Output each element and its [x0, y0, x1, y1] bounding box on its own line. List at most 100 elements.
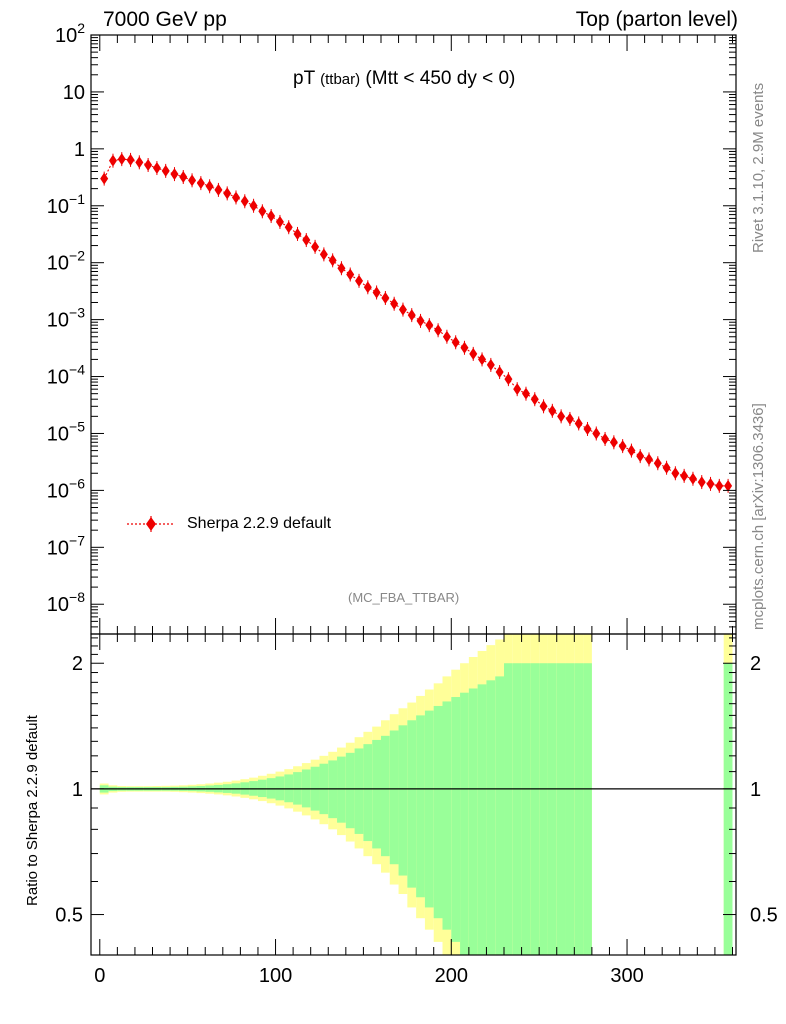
legend-swatch	[125, 514, 177, 534]
main-y-tick-label: 10−3	[47, 305, 85, 332]
ratio-band-inner	[398, 725, 408, 876]
data-point	[592, 427, 601, 440]
data-point	[381, 291, 390, 304]
data-point	[653, 457, 662, 470]
main-y-tick-label: 10	[63, 82, 85, 104]
data-point	[706, 477, 715, 490]
data-point	[398, 303, 407, 316]
ratio-x-tick-label: 200	[435, 965, 468, 987]
ratio-band-inner	[574, 663, 584, 955]
data-point	[161, 164, 170, 177]
data-point	[284, 221, 293, 234]
ratio-band-inner	[504, 663, 513, 955]
ratio-y-tick-label: 2	[72, 653, 83, 675]
data-point	[100, 172, 109, 185]
ratio-plot-frame	[90, 633, 737, 956]
data-point	[214, 183, 223, 196]
ratio-band-inner	[451, 697, 461, 942]
data-point	[671, 467, 680, 480]
side-label-mcplots: mcplots.cern.ch [arXiv:1306.3436]	[750, 403, 767, 630]
ratio-band-inner	[389, 730, 399, 865]
data-point	[688, 472, 697, 485]
ratio-band-inner	[723, 663, 733, 955]
data-point	[205, 180, 214, 193]
ratio-band-inner	[539, 663, 548, 955]
main-y-tick-label: 10−6	[47, 475, 85, 502]
data-point	[319, 248, 328, 261]
ratio-y-tick-label: 0.5	[55, 905, 83, 927]
data-point	[504, 373, 513, 386]
ratio-band-inner	[512, 663, 522, 955]
data-point	[486, 358, 495, 371]
ratio-y-axis-label: Ratio to Sherpa 2.2.9 default	[24, 715, 41, 906]
ratio-band-inner	[363, 744, 373, 842]
plot-title: pT (ttbar) (Mtt < 450 dy < 0)	[293, 68, 515, 90]
data-point	[311, 240, 320, 253]
ratio-y-tick-label: 1	[72, 779, 83, 801]
ratio-band-inner	[521, 663, 531, 955]
data-point	[231, 191, 240, 204]
data-point	[557, 410, 566, 423]
ratio-band-inner	[468, 688, 478, 955]
ratio-y-tick-label-right: 0.5	[750, 905, 778, 927]
header-process: Top (parton level)	[575, 8, 738, 31]
data-point	[583, 422, 592, 435]
ratio-band-inner	[407, 720, 417, 888]
data-point	[337, 262, 346, 275]
data-point	[144, 159, 153, 172]
main-series-marks	[100, 152, 733, 493]
ratio-band-inner	[565, 663, 575, 955]
data-point	[372, 286, 381, 299]
data-point	[135, 156, 144, 169]
ratio-y-tick-label-right: 1	[750, 779, 761, 801]
data-point	[495, 366, 504, 379]
ratio-band-inner	[442, 701, 452, 930]
data-point	[407, 309, 416, 322]
data-point	[152, 162, 161, 175]
data-point	[196, 177, 205, 190]
data-point	[548, 404, 557, 417]
data-point	[715, 479, 724, 492]
data-point	[574, 417, 583, 430]
data-point	[126, 153, 135, 166]
data-point	[609, 436, 618, 449]
data-point	[117, 153, 126, 166]
data-point	[645, 453, 654, 466]
side-label-rivet: Rivet 3.1.10, 2.9M events	[750, 82, 767, 253]
ratio-band-inner	[380, 735, 390, 857]
plot-title-rest: (Mtt < 450 dy < 0)	[365, 68, 516, 89]
data-point	[223, 187, 232, 200]
ratio-band-inner	[337, 756, 346, 823]
data-point	[355, 274, 364, 287]
main-y-tick-label: 1	[74, 139, 85, 161]
data-point	[267, 210, 276, 223]
ratio-band-inner	[486, 680, 496, 955]
main-y-tick-label: 10−5	[47, 418, 85, 445]
ratio-x-tick-label: 300	[610, 965, 643, 987]
main-y-tick-label: 10−8	[47, 589, 85, 616]
ratio-band-inner	[460, 692, 469, 955]
data-point	[680, 469, 689, 482]
data-point	[513, 383, 522, 396]
analysis-tag: (MC_FBA_TTBAR)	[348, 590, 460, 605]
data-point	[627, 444, 636, 457]
data-point	[451, 336, 460, 349]
legend-swatch-graphic	[127, 516, 175, 532]
data-point	[425, 319, 434, 332]
data-point	[434, 324, 443, 337]
ratio-bands	[91, 634, 736, 955]
data-point	[521, 387, 530, 400]
data-point	[108, 154, 117, 167]
ratio-band-inner	[547, 663, 557, 955]
ratio-band-inner	[495, 676, 505, 955]
axes-frames	[90, 34, 737, 956]
axes-ticks: 102 10 1 10−1 10−2 10−3 10−4 10−5 10−6 10−7 10−8 0 1…	[47, 20, 778, 987]
data-point	[328, 254, 337, 267]
ratio-x-tick-label: 0	[94, 965, 105, 987]
data-point	[240, 195, 249, 208]
data-point	[390, 297, 399, 310]
ratio-y-tick-label-right: 2	[750, 653, 761, 675]
data-point	[258, 205, 267, 218]
ratio-band-inner	[433, 705, 443, 919]
data-point	[469, 347, 478, 360]
